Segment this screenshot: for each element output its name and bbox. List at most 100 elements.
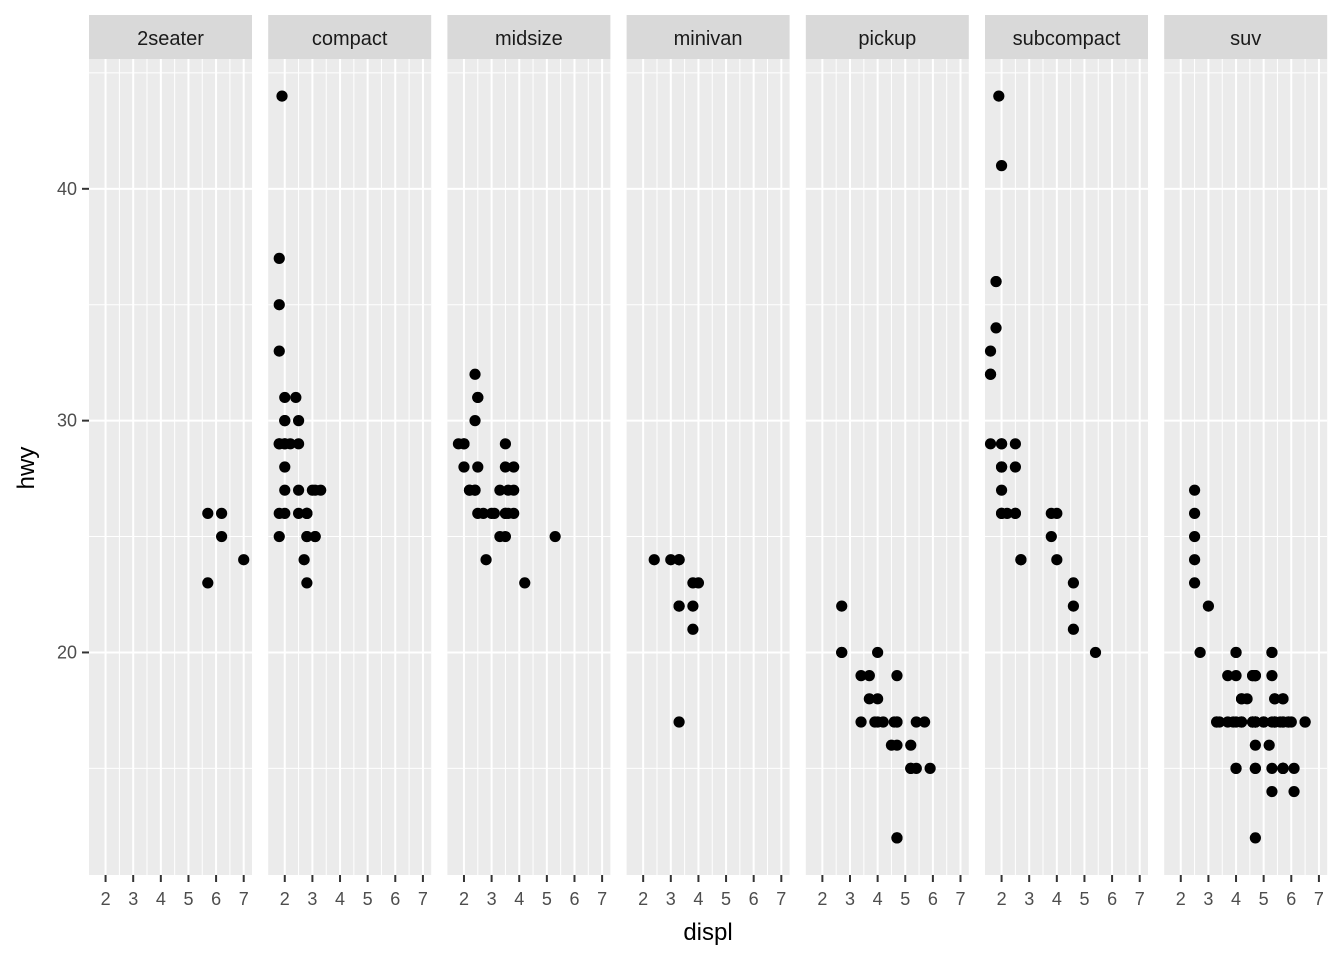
data-point: [918, 716, 931, 728]
data-point: [863, 693, 875, 705]
data-point: [995, 160, 1008, 172]
data-point: [508, 507, 520, 519]
data-point: [292, 484, 305, 496]
x-tick-label: 3: [128, 889, 138, 909]
data-point: [1067, 600, 1080, 612]
data-point: [905, 762, 917, 774]
x-tick-label: 3: [1203, 889, 1213, 909]
data-point: [1227, 716, 1239, 728]
data-point: [924, 762, 936, 774]
data-point: [306, 484, 319, 496]
data-point: [1263, 739, 1275, 751]
data-point: [292, 438, 305, 450]
x-tick-label: 6: [749, 889, 759, 909]
data-point: [1274, 716, 1286, 728]
x-tick-label: 5: [542, 889, 552, 909]
data-point: [469, 415, 481, 427]
data-point: [1277, 762, 1289, 774]
data-point: [1194, 646, 1206, 659]
data-point: [273, 345, 285, 357]
data-point: [905, 739, 917, 751]
data-point: [995, 507, 1008, 519]
data-point: [891, 739, 903, 751]
data-point: [273, 299, 285, 311]
facet-strip: [89, 15, 252, 59]
data-point: [1235, 693, 1248, 705]
data-point: [202, 507, 214, 519]
data-point: [1188, 484, 1201, 496]
x-tick-label: 6: [211, 889, 221, 909]
data-point: [519, 577, 531, 589]
data-point: [993, 90, 1005, 102]
facet-strip-label: suv: [1230, 28, 1261, 50]
data-point: [692, 577, 705, 589]
x-tick-label: 3: [1024, 889, 1034, 909]
x-tick-label: 7: [1135, 889, 1145, 909]
x-tick-label: 2: [638, 889, 648, 909]
panel-background: [626, 59, 790, 875]
data-point: [494, 484, 506, 496]
facet-panel-minivan: minivan 2 3 4 5 6 7: [626, 15, 790, 909]
data-point: [309, 530, 321, 543]
data-point: [1067, 577, 1080, 589]
x-tick-label: 6: [1107, 889, 1117, 909]
facet-strip-label: pickup: [858, 28, 916, 50]
data-point: [279, 484, 291, 496]
data-point: [1188, 554, 1201, 566]
facet-panel-subcompact: subcompact 2 3 4 5 6 7: [984, 15, 1148, 909]
x-tick-label: 7: [776, 889, 786, 909]
x-tick-label: 5: [183, 889, 193, 909]
x-tick-label: 3: [487, 889, 497, 909]
x-axis-title: displ: [683, 919, 732, 946]
data-point: [292, 415, 305, 427]
data-point: [292, 507, 305, 519]
data-point: [1269, 693, 1281, 705]
data-point: [1249, 739, 1261, 751]
data-point: [1230, 646, 1242, 659]
data-point: [216, 530, 228, 543]
data-point: [238, 554, 250, 566]
x-tick-label: 4: [335, 889, 345, 909]
x-tick-label: 2: [101, 889, 111, 909]
data-point: [301, 577, 313, 589]
x-tick-label: 6: [928, 889, 938, 909]
facet-strip-label: 2seater: [137, 28, 204, 50]
facet-panel-suv: suv 2 3 4 5 6 7: [1164, 15, 1328, 909]
x-tick-label: 4: [693, 889, 703, 909]
x-tick-label: 7: [956, 889, 966, 909]
x-tick-label: 4: [156, 889, 166, 909]
data-point: [279, 507, 291, 519]
x-tick-label: 3: [307, 889, 317, 909]
data-point: [1249, 670, 1261, 682]
data-point: [549, 530, 561, 543]
data-point: [1051, 554, 1063, 566]
data-point: [1230, 762, 1242, 774]
data-point: [1089, 646, 1102, 659]
data-point: [499, 530, 512, 543]
data-point: [891, 670, 903, 682]
data-point: [1266, 670, 1278, 682]
data-point: [202, 577, 214, 589]
data-point: [1277, 693, 1289, 705]
data-point: [836, 646, 848, 659]
facet-panel-2seater: 2seater 2 3 4 5 6 7: [89, 15, 252, 909]
data-point: [273, 530, 285, 543]
y-axis-title: hwy: [13, 447, 40, 490]
data-point: [648, 554, 660, 566]
data-point: [301, 530, 313, 543]
x-tick-label: 5: [900, 889, 910, 909]
data-point: [995, 484, 1008, 496]
panel-background: [447, 59, 611, 875]
data-point: [469, 484, 481, 496]
data-point: [1015, 554, 1027, 566]
data-point: [480, 554, 492, 566]
data-point: [984, 345, 997, 357]
data-point: [508, 461, 520, 473]
data-point: [855, 716, 867, 728]
data-point: [1045, 530, 1057, 543]
data-point: [488, 507, 500, 519]
x-tick-label: 7: [239, 889, 249, 909]
facet-panel-midsize: midsize 2 3 4 5 6 7: [447, 15, 611, 909]
data-point: [891, 716, 903, 728]
